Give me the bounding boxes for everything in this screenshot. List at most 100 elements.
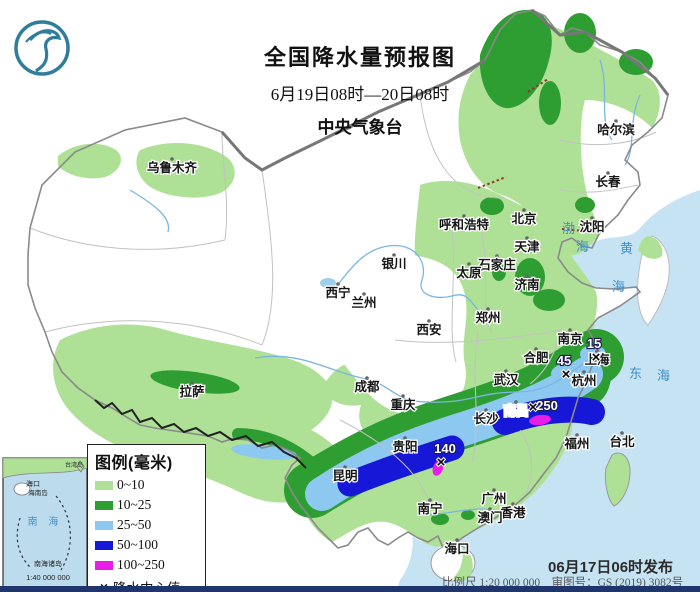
inset-haikou-label: 海口 <box>26 479 40 488</box>
songhua-river <box>599 59 613 141</box>
rain-tibet-dark <box>150 370 240 394</box>
city-label: 福州 <box>563 436 589 451</box>
city-dot <box>492 488 496 492</box>
city-label: 沈阳 <box>579 219 604 234</box>
rain-center-value: 250 <box>536 398 558 413</box>
bottom-border-bar <box>0 586 700 592</box>
legend-chip-25-50 <box>95 520 113 530</box>
city-label: 郑州 <box>475 310 500 325</box>
legend-item: 100~250 <box>95 557 199 573</box>
dry-zone-ne <box>580 100 658 228</box>
rivers <box>129 59 641 516</box>
city-label: 昆明 <box>332 468 357 483</box>
legend-label: 50~100 <box>117 537 159 552</box>
rain-hebei-dark <box>515 258 545 296</box>
city-dot <box>488 507 492 511</box>
legend-label: 10~25 <box>117 497 152 512</box>
rain-center-cross-icon: × <box>95 579 113 592</box>
map-title: 全国降水量预报图 <box>263 45 456 70</box>
rain-center-cross-icon: × <box>562 366 571 383</box>
city-label: 哈尔滨 <box>597 122 635 137</box>
city-dot <box>514 400 518 404</box>
rain-shanghai-blue <box>580 345 606 363</box>
inset-sea-label: 南 海 <box>28 515 63 528</box>
inset-islands-label: 南海诸岛 <box>34 559 62 568</box>
sea-label: 黄 <box>620 241 634 256</box>
city-dot <box>455 538 459 542</box>
city-dot <box>504 369 508 373</box>
rain-center-values: 15×45×250×140× <box>433 335 602 472</box>
rain-nc-dark2 <box>575 197 595 213</box>
city-dot <box>590 216 594 220</box>
city-dot <box>462 214 466 218</box>
border-bold-north <box>220 58 486 172</box>
border-bold-ne <box>531 8 670 96</box>
city-label: 太原 <box>456 265 482 280</box>
city-label: 西安 <box>416 322 441 337</box>
city-dot <box>511 502 515 506</box>
legend-label: 0~10 <box>117 477 145 492</box>
city-label: 济南 <box>514 277 540 292</box>
city-label: 兰州 <box>351 295 376 310</box>
city-dot <box>428 498 432 502</box>
city-label: 成都 <box>354 379 380 394</box>
city-label: 南京 <box>557 331 583 346</box>
sea-label: 海 <box>657 368 671 383</box>
city-dot <box>525 274 529 278</box>
map-agency: 中央气象台 <box>317 118 403 137</box>
city-dot <box>392 253 396 257</box>
legend-chip-50-100 <box>95 540 113 550</box>
city-label: 杭州 <box>571 373 596 388</box>
city-label: 贵阳 <box>392 439 417 454</box>
city-label: 北京 <box>511 211 537 226</box>
city-label: 南宁 <box>417 501 442 516</box>
legend-chip-100-250 <box>95 560 113 570</box>
city-label: 银川 <box>381 256 406 271</box>
taiwan-island <box>604 452 631 507</box>
city-label: 台北 <box>609 434 635 449</box>
hainan-green-edge <box>453 547 473 582</box>
south-china-sea-inset <box>2 457 88 589</box>
city-dot <box>522 208 526 212</box>
legend-item: 50~100 <box>95 537 199 553</box>
rain-center-cross-icon: × <box>529 399 538 416</box>
rain-sjz-dark <box>492 263 506 281</box>
great-wall-marks <box>477 78 595 233</box>
city-dot <box>484 408 488 412</box>
legend-item: 25~50 <box>95 517 199 533</box>
korea-green-patch <box>638 236 663 259</box>
city-label: 南昌 <box>503 403 528 418</box>
city-dot <box>575 433 579 437</box>
pearl-river <box>429 508 501 516</box>
city-label: 香港 <box>499 505 526 520</box>
rain-center-value: 15 <box>587 336 601 351</box>
rain-ne-dark4 <box>539 81 561 125</box>
city-label: 天津 <box>514 239 540 254</box>
cma-logo <box>14 20 70 76</box>
rain-center-value: 140 <box>434 441 456 456</box>
city-dot <box>343 465 347 469</box>
rain-center-value: 45 <box>557 353 571 368</box>
city-label: 海口 <box>444 541 469 556</box>
city-label: 乌鲁木齐 <box>147 160 198 175</box>
legend-chip-0-10 <box>95 480 113 490</box>
inset-mainland <box>2 457 88 479</box>
inset-scale: 1:40 000 000 <box>26 573 70 582</box>
inset-hainan-label: 海南岛 <box>28 488 48 497</box>
legend-item: 0~10 <box>95 477 199 493</box>
legend-chip-10-25 <box>95 500 113 510</box>
city-label: 广州 <box>481 491 506 506</box>
city-label: 合肥 <box>523 350 549 365</box>
rain-magenta-west <box>432 460 444 476</box>
city-label: 长春 <box>595 174 621 189</box>
city-label: 长沙 <box>473 411 499 426</box>
legend-box: 图例(毫米) 0~10 10~25 25~50 50~100 100~250 ×… <box>87 444 206 592</box>
city-dot <box>486 307 490 311</box>
city-dot <box>190 381 194 385</box>
rain-nc-dark1 <box>480 197 504 215</box>
map-header: 全国降水量预报图 6月19日08时—20日08时 中央气象台 <box>180 40 540 138</box>
city-dot <box>362 292 366 296</box>
